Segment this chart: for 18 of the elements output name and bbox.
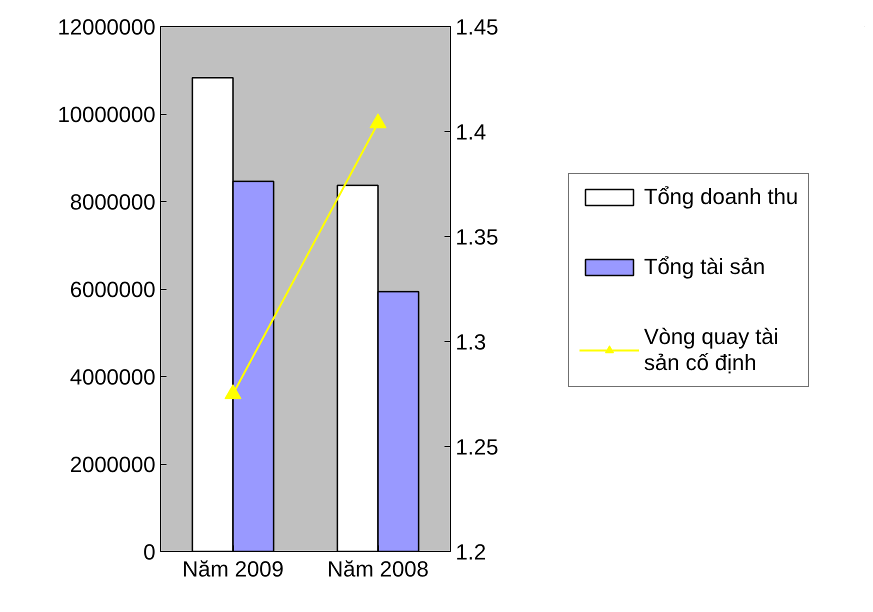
y2-tick-label: 1.2 [456,540,486,564]
legend-label: Tổng tài sản [644,254,766,280]
legend-label: Tổng doanh thu [644,184,798,210]
y2-tick-label: 1.3 [456,330,486,354]
y2-tick-label: 1.45 [456,14,498,40]
y-tick-label: 0 [143,540,156,564]
y2-tick-label: 1.25 [456,434,498,460]
y-tick-label: 10000000 [58,102,156,127]
legend-label: Vòng quay tài sản cố định [644,324,779,376]
x-tick-label: Năm 2008 [327,556,429,582]
y-tick-label: 2000000 [70,452,156,477]
y-tick-label: 6000000 [70,277,156,302]
y-tick-label: 8000000 [70,190,156,214]
x-tick-label: Năm 2009 [182,556,284,582]
y-tick-label: 12000000 [58,14,156,40]
y2-tick-label: 1.35 [456,224,498,250]
y2-tick-label: 1.4 [456,120,486,144]
y-tick-label: 4000000 [70,364,156,390]
